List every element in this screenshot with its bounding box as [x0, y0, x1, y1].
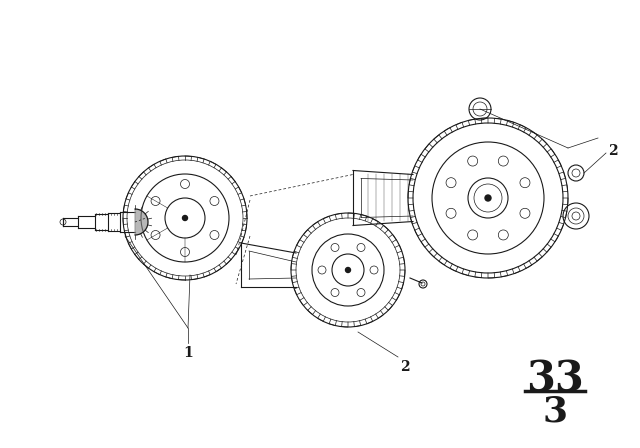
Circle shape [346, 267, 351, 272]
Text: 2: 2 [608, 144, 618, 158]
Text: 33: 33 [526, 358, 584, 400]
Text: 3: 3 [543, 394, 568, 428]
Circle shape [485, 195, 491, 201]
Circle shape [182, 215, 188, 220]
Text: 2: 2 [400, 360, 410, 374]
Text: 1: 1 [183, 346, 193, 360]
Polygon shape [135, 209, 148, 235]
